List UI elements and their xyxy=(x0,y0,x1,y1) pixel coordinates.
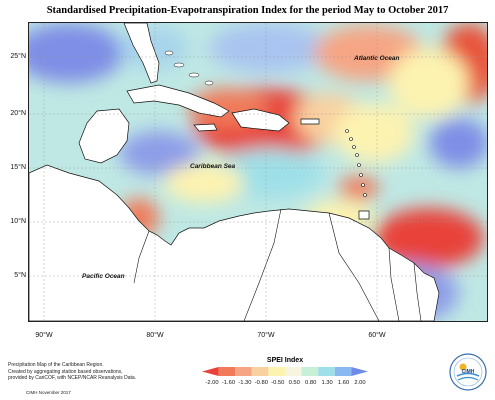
legend-tick-label: 0.80 xyxy=(305,380,317,386)
legend-tick-label: -1.60 xyxy=(221,380,236,386)
legend-swatch xyxy=(268,367,285,376)
legend-tick-label: -1.30 xyxy=(238,380,252,386)
map-credits: Precipitation Map of the Caribbean Regio… xyxy=(8,362,136,382)
pacific-ocean-label: Pacific Ocean xyxy=(82,273,125,280)
legend-tick-label: 2.00 xyxy=(354,380,366,386)
credit-line: Created by aggregating station based obs… xyxy=(8,368,123,375)
puerto-rico xyxy=(300,118,320,125)
credit-line: Precipitation Map of the Caribbean Regio… xyxy=(8,362,104,368)
legend-tick-label: -0.50 xyxy=(271,380,285,386)
longitude-label: 70°W xyxy=(257,332,275,339)
caribbean-sea-label: Caribbean Sea xyxy=(190,163,236,170)
country-borders xyxy=(133,208,422,321)
legend-swatch xyxy=(334,367,352,376)
lesser-antilles xyxy=(345,129,367,197)
latitude-label: 20°N xyxy=(10,110,26,117)
trinidad xyxy=(358,210,370,220)
longitude-label: 60°W xyxy=(368,332,386,339)
credit-date: CIMH November 2017 xyxy=(26,390,71,395)
graticule xyxy=(29,23,487,321)
legend-colorbar xyxy=(202,367,368,376)
latitude-label: 10°N xyxy=(10,218,26,225)
legend-swatch xyxy=(301,367,319,376)
longitude-label: 90°W xyxy=(35,332,53,339)
spei-map[interactable] xyxy=(28,22,488,322)
legend-title: SPEI Index xyxy=(266,357,304,364)
map-title: Standardised Precipitation-Evapotranspir… xyxy=(46,5,449,16)
spei-map-canvas xyxy=(29,23,487,321)
legend-tick-label: 1.30 xyxy=(321,380,333,386)
legend-swatch xyxy=(285,367,302,376)
hispaniola xyxy=(231,108,290,132)
jamaica xyxy=(193,123,218,132)
latitude-label: 5°N xyxy=(14,272,26,279)
legend-swatch xyxy=(351,367,368,376)
latitude-label: 25°N xyxy=(10,53,26,60)
legend-tick-label: -0.80 xyxy=(254,380,268,386)
landmass xyxy=(29,23,440,321)
legend-tick-label: 1.60 xyxy=(337,380,350,386)
legend-tick-label: -2.00 xyxy=(205,380,219,386)
legend-swatch xyxy=(218,367,236,376)
atlantic-ocean-label: Atlantic Ocean xyxy=(354,55,400,62)
yucatan xyxy=(78,108,130,164)
legend-swatch xyxy=(318,367,335,376)
central-south-america xyxy=(29,164,440,321)
logo-text: CIMH xyxy=(462,369,475,375)
cimh-logo: CIMH xyxy=(449,353,487,391)
latitude-label: 15°N xyxy=(10,164,26,171)
florida xyxy=(123,23,160,84)
credit-line: provided by CariCOF, with NCEP/NCAR Rean… xyxy=(8,375,137,381)
cuba xyxy=(126,84,230,118)
longitude-label: 80°W xyxy=(146,332,164,339)
legend-swatch xyxy=(202,367,219,376)
legend-swatch xyxy=(235,367,252,376)
bahamas xyxy=(164,50,214,86)
legend-swatch xyxy=(251,367,269,376)
legend-tick-label: 0.50 xyxy=(288,380,300,386)
